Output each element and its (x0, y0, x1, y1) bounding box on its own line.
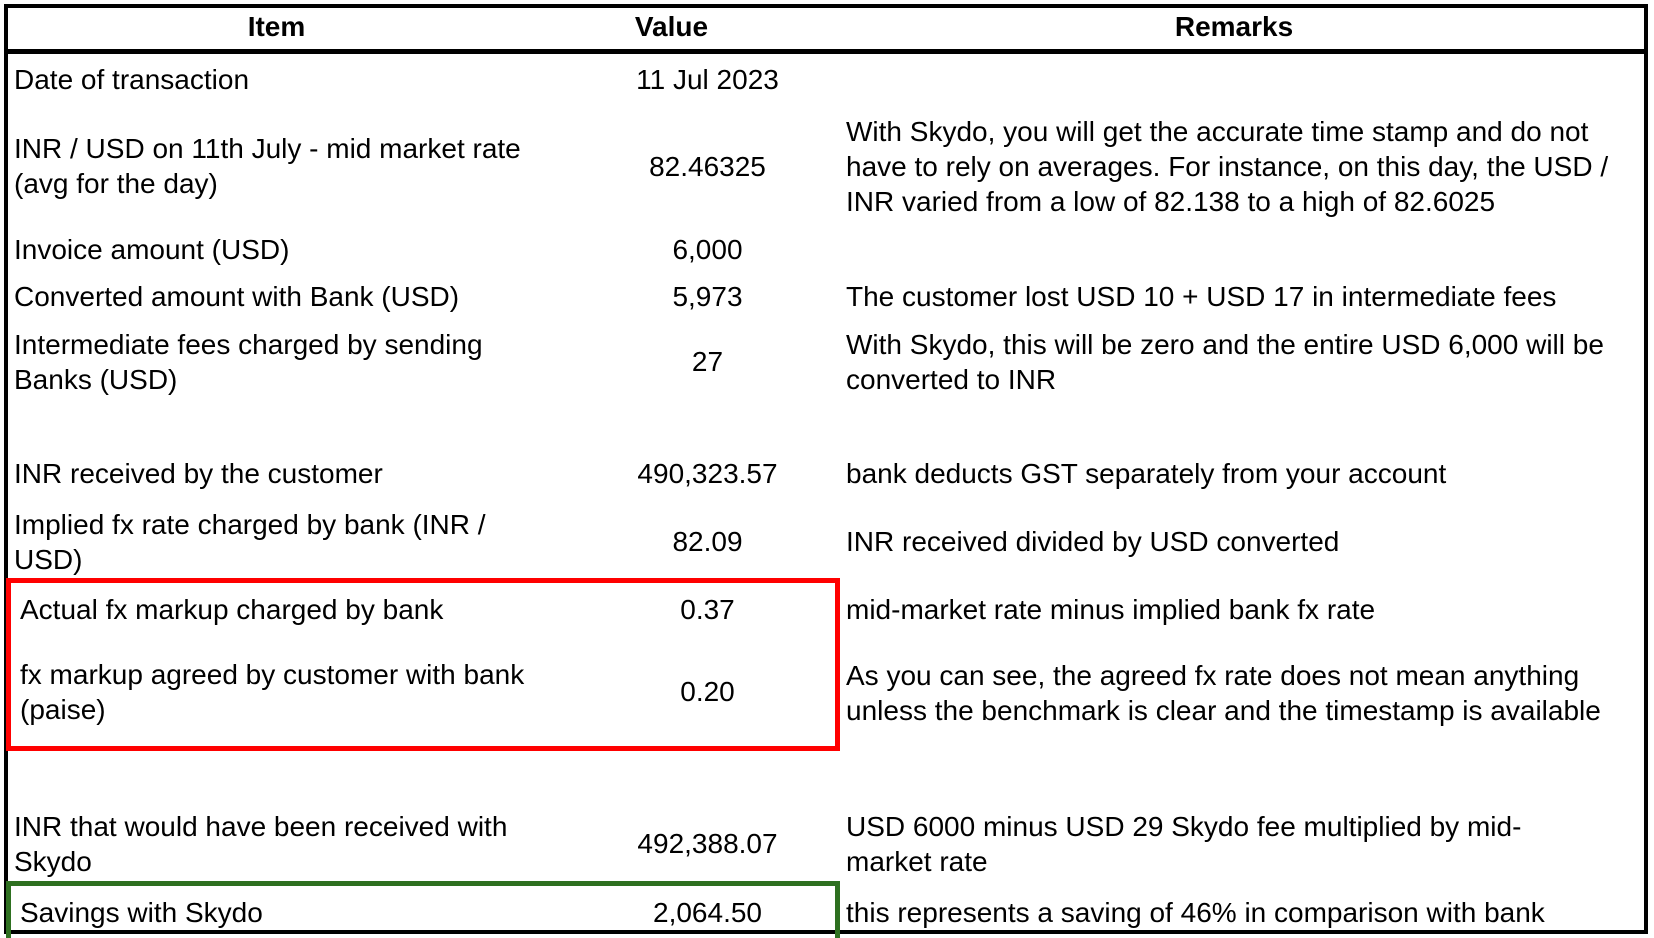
row-remarks: USD 6000 minus USD 29 Skydo fee multipli… (846, 811, 1522, 877)
red-highlight-box (6, 578, 840, 751)
header-item: Item (247, 11, 306, 42)
table-frame (4, 4, 1648, 934)
row-value: 0.20 (680, 676, 735, 707)
row-remarks: INR received divided by USD converted (846, 526, 1340, 557)
row-remarks: As you can see, the agreed fx rate does … (846, 659, 1601, 726)
row-value: 11 Jul 2023 (636, 64, 779, 95)
row-value: 2,064.50 (653, 897, 762, 928)
row-remarks: With Skydo, this will be zero and the en… (846, 329, 1604, 395)
header-remarks: Remarks (1174, 11, 1294, 42)
row-remarks: The customer lost USD 10 + USD 17 in int… (846, 281, 1557, 312)
green-highlight-box (6, 881, 840, 938)
row-remarks: this represents a saving of 46% in compa… (846, 897, 1545, 928)
table-header: Item Value Remarks (4, 4, 1648, 54)
row-value: 82.46325 (649, 150, 766, 182)
row-item: Intermediate fees charged by sending Ban… (14, 329, 483, 395)
row-item: Implied fx rate charged by bank (INR / U… (14, 509, 486, 575)
row-item: INR that would have been received with S… (14, 811, 508, 877)
row-remarks: bank deducts GST separately from your ac… (846, 458, 1447, 489)
row-item: Converted amount with Bank (USD) (14, 281, 460, 312)
row-value: 5,973 (672, 281, 743, 312)
row-value: 490,323.57 (637, 458, 778, 489)
row-item: INR / USD on 11th July - mid market rate… (14, 133, 521, 199)
row-item: Invoice amount (USD) (14, 234, 290, 265)
row-item: Date of transaction (14, 64, 250, 95)
row-value: 82.09 (672, 526, 743, 557)
row-remarks (846, 62, 1646, 97)
row-remarks: mid-market rate minus implied bank fx ra… (846, 594, 1376, 625)
row-value: 27 (691, 346, 724, 377)
row-item: Actual fx markup charged by bank (20, 594, 444, 625)
row-item: Savings with Skydo (20, 897, 263, 928)
row-remarks (846, 232, 1646, 267)
header-value: Value (634, 11, 709, 42)
row-value: 0.37 (680, 594, 735, 625)
row-item: fx markup agreed by customer with bank (… (20, 659, 525, 725)
row-value: 6,000 (672, 234, 743, 265)
row-item: INR received by the customer (14, 458, 383, 489)
row-remarks: With Skydo, you will get the accurate ti… (846, 116, 1609, 217)
row-value: 492,388.07 (637, 828, 778, 859)
